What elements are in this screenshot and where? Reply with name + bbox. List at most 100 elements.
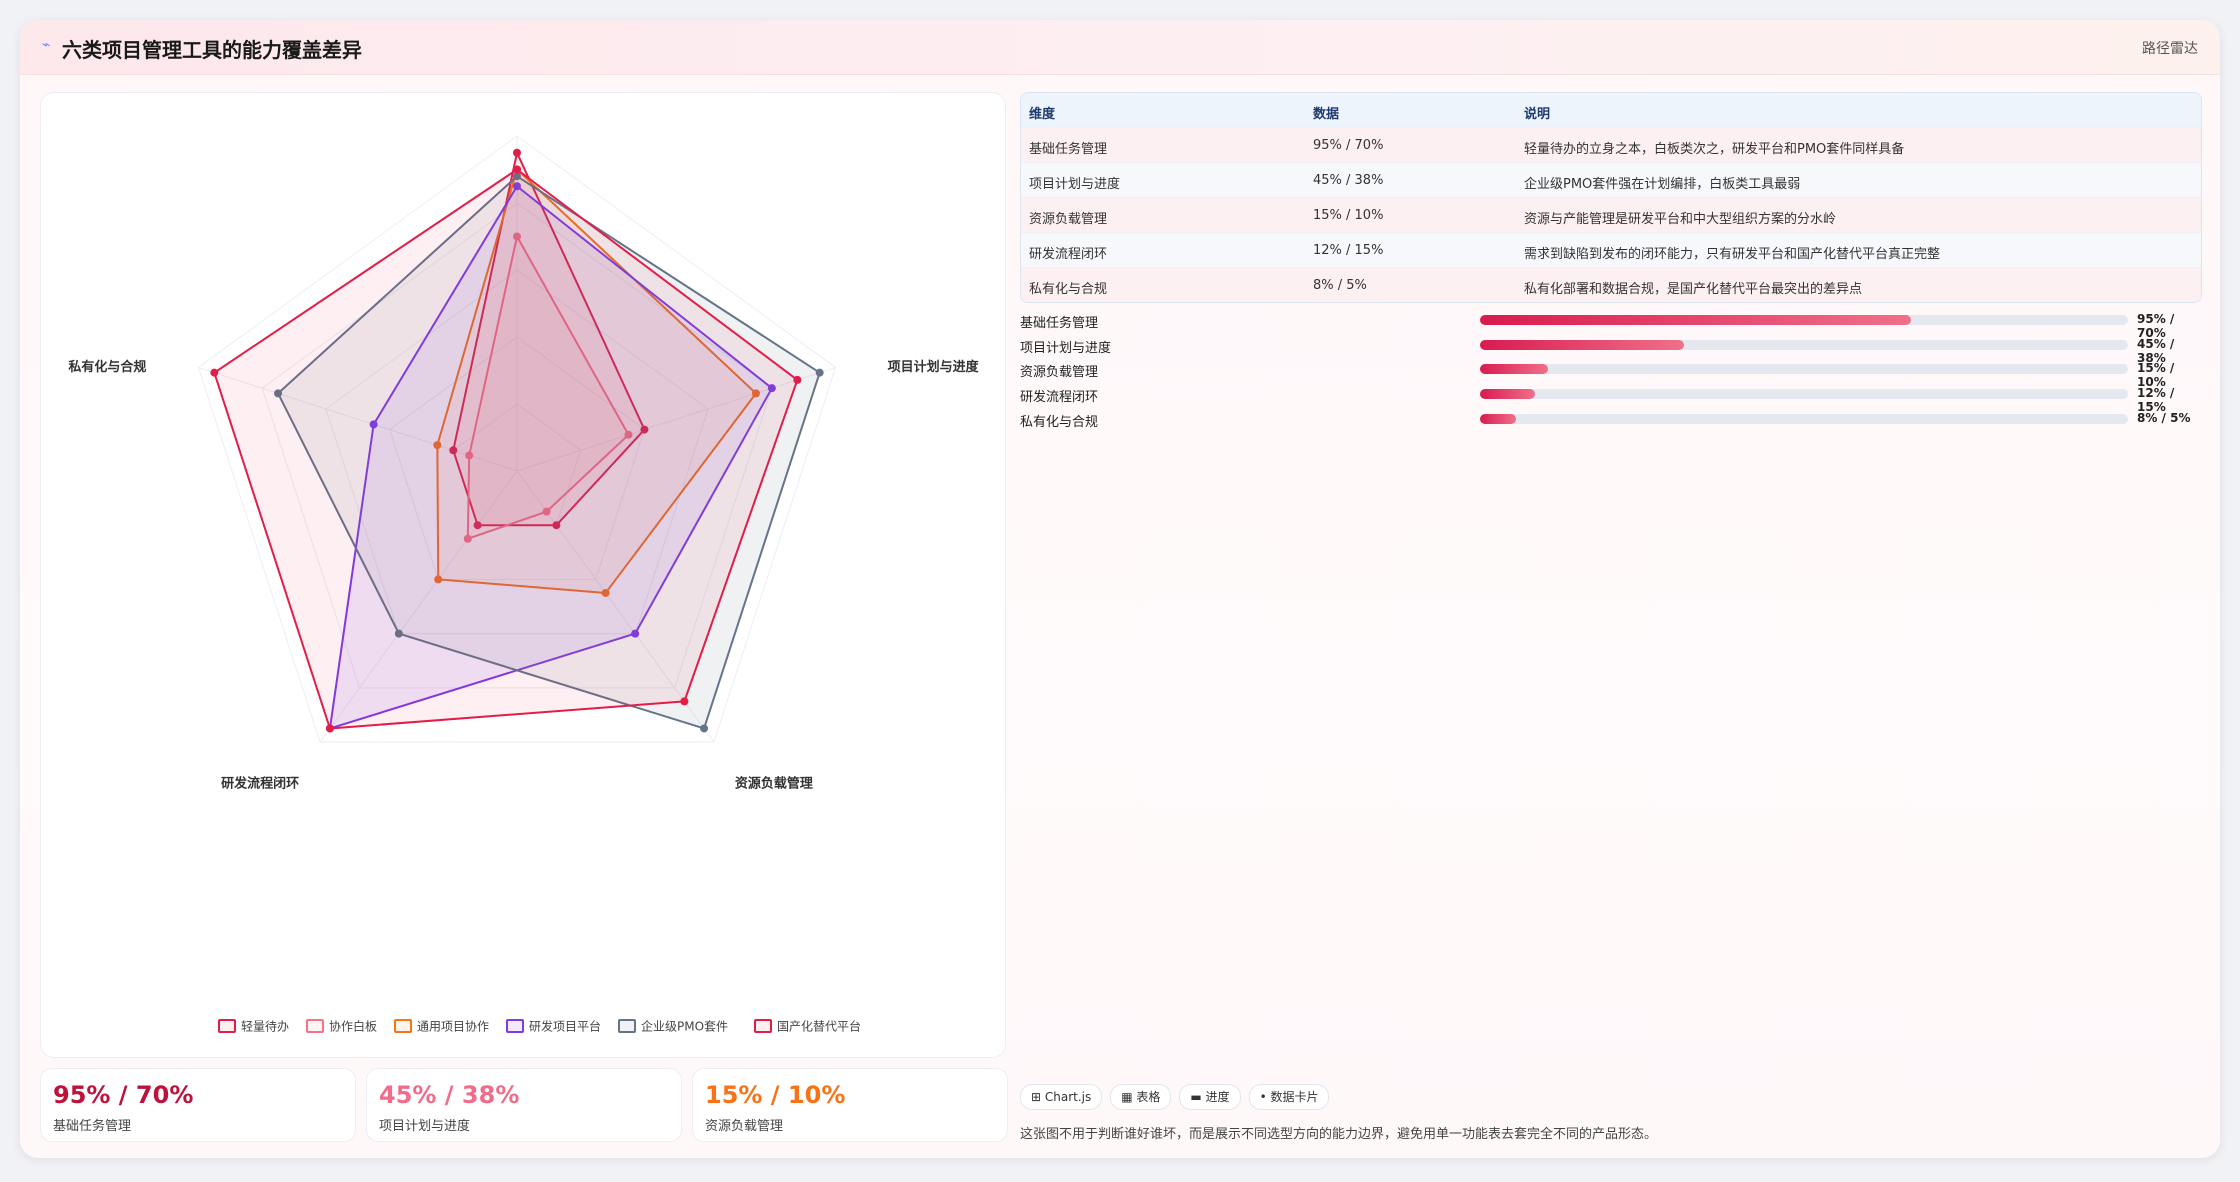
chip-progress[interactable]: ▬ 进度 <box>1179 1084 1241 1110</box>
table-cell: 资源与产能管理是研发平台和中大型组织方案的分水岭 <box>1524 212 1837 227</box>
series-point <box>473 521 482 530</box>
table-row: 项目计划与进度 45% / 38% 企业级PMO套件强在计划编排，白板类工具最弱 <box>1021 162 2201 197</box>
axis-label: 私有化与合规 <box>68 359 146 375</box>
progress-track <box>1480 315 2128 325</box>
table-header-cell: 维度 <box>1029 107 1056 122</box>
chip-table[interactable]: ▦ 表格 <box>1110 1084 1172 1110</box>
series-point <box>394 629 403 638</box>
axis-label: 研发流程闭环 <box>221 776 299 792</box>
legend-label: 企业级PMO套件 <box>641 1019 728 1034</box>
footnote: 这张图不用于判断谁好谁坏，而是展示不同选型方向的能力边界，避免用单一功能表去套完… <box>1020 1127 1658 1142</box>
series-area <box>466 235 630 540</box>
grid-spoke <box>516 367 836 472</box>
tech-chips: ⊞ Chart.js ▦ 表格 ▬ 进度 • 数据卡片 <box>1020 1084 1337 1110</box>
series-area <box>277 175 821 730</box>
progress-track <box>1480 364 2128 374</box>
series-point <box>210 368 219 377</box>
series-point <box>815 368 824 377</box>
legend-label: 国产化替代平台 <box>777 1019 861 1034</box>
table-header-cell: 数据 <box>1313 107 1340 122</box>
logo-icon: ⌁ <box>42 37 51 53</box>
legend-label: 通用项目协作 <box>417 1019 489 1034</box>
progress-fill <box>1480 389 1536 399</box>
table-cell: 12% / 15% <box>1313 243 1384 258</box>
table-cell: 基础任务管理 <box>1029 142 1108 157</box>
grid-ring <box>197 135 837 743</box>
series-point <box>700 724 709 733</box>
progress-value: 12% / 15% <box>2137 386 2175 414</box>
series-point <box>465 451 474 460</box>
page-title: 六类项目管理工具的能力覆盖差异 <box>62 38 362 62</box>
series-area <box>328 185 773 730</box>
progress-row: 私有化与合规 8% / 5% <box>1020 409 2200 430</box>
series-point <box>325 724 334 733</box>
axis-label: 基础任务管理 <box>477 93 556 94</box>
series-point <box>274 389 283 398</box>
chip-data-card[interactable]: • 数据卡片 <box>1248 1084 1330 1110</box>
series-point <box>793 375 802 384</box>
stat-value: 95% / 70% <box>53 1081 194 1109</box>
series-point <box>680 697 689 706</box>
series-point <box>542 507 551 516</box>
stat-label: 基础任务管理 <box>53 1119 132 1134</box>
legend-swatch <box>618 1019 636 1033</box>
table-cell: 15% / 10% <box>1313 208 1384 223</box>
table-cell: 资源负载管理 <box>1029 212 1108 227</box>
progress-label: 项目计划与进度 <box>1020 341 1112 356</box>
stat-card-1: 45% / 38% 项目计划与进度 <box>366 1068 682 1142</box>
stat-label: 项目计划与进度 <box>379 1119 471 1134</box>
grid-ring <box>325 269 709 635</box>
stat-card-0: 95% / 70% 基础任务管理 <box>40 1068 356 1142</box>
chip-chartjs[interactable]: ⊞ Chart.js <box>1020 1084 1103 1110</box>
series-point <box>433 441 442 450</box>
progress-fill <box>1480 340 1685 350</box>
progress-row: 资源负载管理 15% / 10% <box>1020 359 2200 389</box>
view-tag[interactable]: 路径雷达 <box>2142 41 2198 57</box>
series-point <box>513 232 521 241</box>
table-row: 私有化与合规 8% / 5% 私有化部署和数据合规，是国产化替代平台最突出的差异… <box>1021 267 2201 302</box>
table-cell: 8% / 5% <box>1313 278 1367 293</box>
data-table: 维度 数据 说明 基础任务管理 95% / 70% 轻量待办的立身之本，白板类次… <box>1020 92 2202 303</box>
table-cell: 私有化与合规 <box>1029 282 1108 297</box>
series-point <box>751 389 760 398</box>
progress-label: 资源负载管理 <box>1020 365 1099 380</box>
table-cell: 研发流程闭环 <box>1029 247 1108 262</box>
progress-label: 研发流程闭环 <box>1020 390 1099 405</box>
progress-fill <box>1480 315 1911 325</box>
table-cell: 私有化部署和数据合规，是国产化替代平台最突出的差异点 <box>1524 282 1863 297</box>
table-cell: 45% / 38% <box>1313 173 1384 188</box>
series-point <box>640 425 649 434</box>
series-point <box>369 420 378 429</box>
series-area <box>452 151 646 527</box>
progress-track <box>1480 340 2128 350</box>
progress-track <box>1480 414 2128 424</box>
series-area <box>436 168 757 594</box>
series-point <box>513 148 521 157</box>
legend-swatch <box>754 1019 772 1033</box>
progress-value: 45% / 38% <box>2137 337 2175 365</box>
grid-spoke <box>319 470 518 743</box>
stat-label: 资源负载管理 <box>705 1119 784 1134</box>
series-point <box>463 534 472 543</box>
series-point <box>601 588 610 597</box>
series-point <box>767 384 776 393</box>
legend-swatch <box>218 1019 236 1033</box>
stat-value: 15% / 10% <box>705 1081 846 1109</box>
series-point <box>631 629 640 638</box>
legend-swatch <box>306 1019 324 1033</box>
series-point <box>624 430 633 439</box>
series-point <box>434 575 443 584</box>
grid-spoke <box>516 470 715 743</box>
table-header-cell: 说明 <box>1524 107 1551 122</box>
dashboard-card: ⌁ 六类项目管理工具的能力覆盖差异 路径雷达 基础任务管理项目计划与进度资源负载… <box>20 20 2220 1158</box>
series-point <box>513 172 521 181</box>
progress-label: 私有化与合规 <box>1020 415 1099 430</box>
legend-label: 轻量待办 <box>241 1019 289 1034</box>
series-area <box>213 168 799 730</box>
stat-card-2: 15% / 10% 资源负载管理 <box>692 1068 1008 1142</box>
table-header-row: 维度 数据 说明 <box>1021 93 2201 127</box>
table-cell: 项目计划与进度 <box>1029 177 1121 192</box>
progress-track <box>1480 389 2128 399</box>
legend-swatch <box>506 1019 524 1033</box>
